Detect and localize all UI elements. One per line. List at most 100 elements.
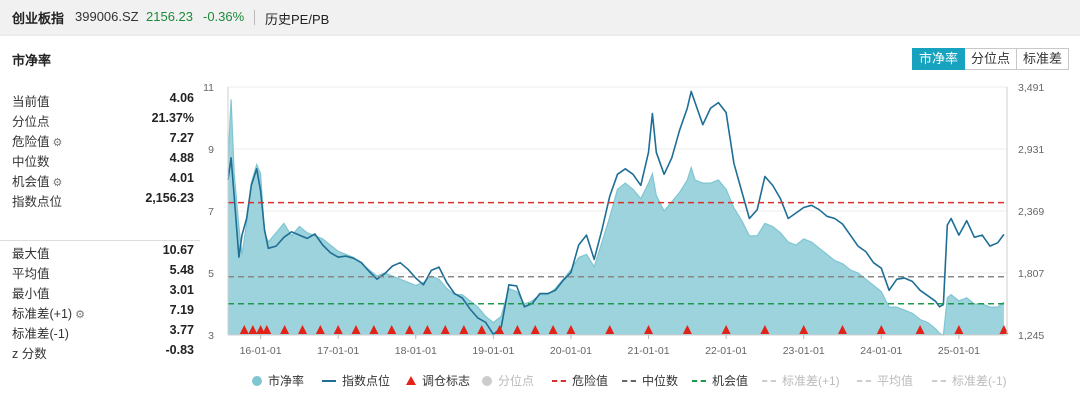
legend-label: 标准差(+1) [782, 374, 840, 388]
legend-item[interactable]: 中位数 [622, 372, 678, 389]
rebalance-marker [915, 325, 925, 334]
gear-icon[interactable]: ⚙ [75, 309, 85, 321]
legend-line-icon [322, 379, 336, 382]
stat-row: 标准差(-1) 3.77 [12, 320, 194, 341]
rebalance-marker [387, 325, 397, 334]
rebalance-marker [644, 325, 654, 334]
legend-label: 机会值 [712, 374, 749, 388]
rebalance-marker [440, 325, 450, 334]
tab-stddev[interactable]: 标准差 [1017, 48, 1070, 70]
rebalance-marker [838, 325, 848, 334]
x-tick-label: 22-01-01 [705, 345, 747, 357]
legend-item[interactable]: 标准差(-1) [932, 372, 1007, 389]
rebalance-marker [876, 325, 886, 334]
stat-value: 3.01 [169, 283, 194, 297]
pb-area [228, 99, 1004, 336]
history-pe-pb-link[interactable]: 历史PE/PB [265, 12, 330, 27]
rebalance-marker [351, 325, 361, 334]
gear-icon[interactable]: ⚙ [52, 177, 63, 189]
rebalance-marker [315, 325, 325, 334]
index-price: 2156.23 [146, 9, 193, 24]
chart-panel: 市净率 市净率 分位点 标准差 当前值 4.06 分位点 21.37% 危险值 ⚙ 7.27… [0, 36, 1080, 405]
stat-label: 机会值 ⚙ [12, 175, 63, 189]
legend-label: 平均值 [877, 374, 914, 388]
index-name: 创业板指 [12, 11, 65, 26]
stat-row: 机会值 ⚙ 4.01 [12, 168, 194, 189]
index-change: -0.36% [203, 9, 245, 24]
x-tick-label: 19-01-01 [472, 345, 514, 357]
rebalance-marker [799, 325, 809, 334]
tab-percentile[interactable]: 分位点 [965, 48, 1018, 70]
legend-item[interactable]: 调仓标志 [406, 372, 470, 389]
pb-chart: 3 5 7 9 11 1,245 1,807 2,369 2,931 3,491 16-01-01 1… [203, 82, 1044, 357]
rebalance-marker [682, 325, 692, 334]
right-tick-label: 2,931 [1018, 144, 1044, 156]
stat-label: 标准差(-1) [12, 327, 69, 341]
legend-dash-icon [762, 379, 776, 382]
right-tick-label: 2,369 [1018, 206, 1044, 218]
x-tick-label: 21-01-01 [628, 345, 670, 357]
stat-value: 7.19 [169, 303, 194, 317]
rebalance-marker [459, 325, 469, 334]
legend-label: 中位数 [642, 374, 679, 388]
stat-value: 4.06 [169, 91, 194, 105]
rebalance-marker [262, 325, 272, 334]
stat-value: -0.83 [165, 343, 195, 357]
legend-label: 分位点 [498, 374, 535, 388]
rebalance-marker [280, 325, 290, 334]
rebalance-marker [256, 325, 266, 334]
stat-row: z 分数 -0.83 [12, 340, 195, 361]
legend-label: 危险值 [572, 374, 609, 388]
left-tick-label: 7 [208, 206, 214, 218]
index-line [227, 90, 1005, 336]
right-tick-label: 1,807 [1018, 268, 1044, 280]
legend-item[interactable]: 标准差(+1) [762, 372, 840, 389]
stat-label: 分位点 [12, 115, 50, 129]
legend-item[interactable]: 危险值 [552, 372, 608, 389]
legend-item[interactable]: 指数点位 [322, 372, 390, 389]
stat-label: 平均值 [12, 267, 50, 281]
stat-value: 7.27 [169, 131, 194, 145]
legend-triangle-icon [406, 376, 416, 385]
legend-dash-icon [692, 379, 706, 382]
stat-value: 10.67 [162, 243, 194, 257]
stat-row: 指数点位 2,156.23 [12, 188, 194, 209]
x-tick-label: 18-01-01 [395, 345, 437, 357]
stat-label: 标准差(+1) ⚙ [12, 307, 85, 321]
legend-label: 标准差(-1) [952, 374, 1007, 388]
right-tick-label: 3,491 [1018, 82, 1044, 94]
legend-item[interactable]: 平均值 [857, 372, 913, 389]
stat-label: 中位数 [12, 155, 50, 169]
header-divider [254, 10, 255, 25]
left-tick-label: 11 [203, 82, 214, 94]
stat-row: 平均值 5.48 [12, 260, 194, 281]
x-tick-label: 24-01-01 [860, 345, 902, 357]
tab-pb[interactable]: 市净率 [912, 48, 966, 70]
legend-item[interactable]: 分位点 [482, 372, 534, 389]
rebalance-marker [333, 325, 343, 334]
rebalance-marker [369, 325, 379, 334]
rebalance-marker [405, 325, 415, 334]
legend-item[interactable]: 机会值 [692, 372, 748, 389]
stats-divider [0, 240, 200, 241]
x-tick-label: 16-01-01 [240, 345, 282, 357]
rebalance-marker [239, 325, 249, 334]
rebalance-marker [297, 325, 307, 334]
stat-label: 危险值 ⚙ [12, 135, 63, 149]
stat-value: 3.77 [169, 323, 194, 337]
stat-row: 最大值 10.67 [12, 240, 194, 261]
stat-value: 21.37% [151, 111, 194, 125]
legend-label: 市净率 [268, 374, 305, 388]
rebalance-marker [512, 325, 522, 334]
legend-label: 指数点位 [342, 374, 391, 388]
right-tick-label: 1,245 [1018, 330, 1044, 342]
stats-group-history: 最大值 10.67 平均值 5.48 最小值 3.01 标准差(+1) ⚙ 7.19 标准差(-1… [12, 240, 195, 361]
rebalance-marker [495, 325, 505, 334]
rebalance-marker [954, 325, 964, 334]
gear-icon[interactable]: ⚙ [52, 137, 63, 149]
rebalance-marker [721, 325, 731, 334]
legend-item[interactable]: 市净率 [252, 372, 304, 389]
rebalance-marker [566, 325, 576, 334]
index-code: 399006.SZ [75, 9, 139, 24]
legend-label: 调仓标志 [422, 374, 471, 388]
